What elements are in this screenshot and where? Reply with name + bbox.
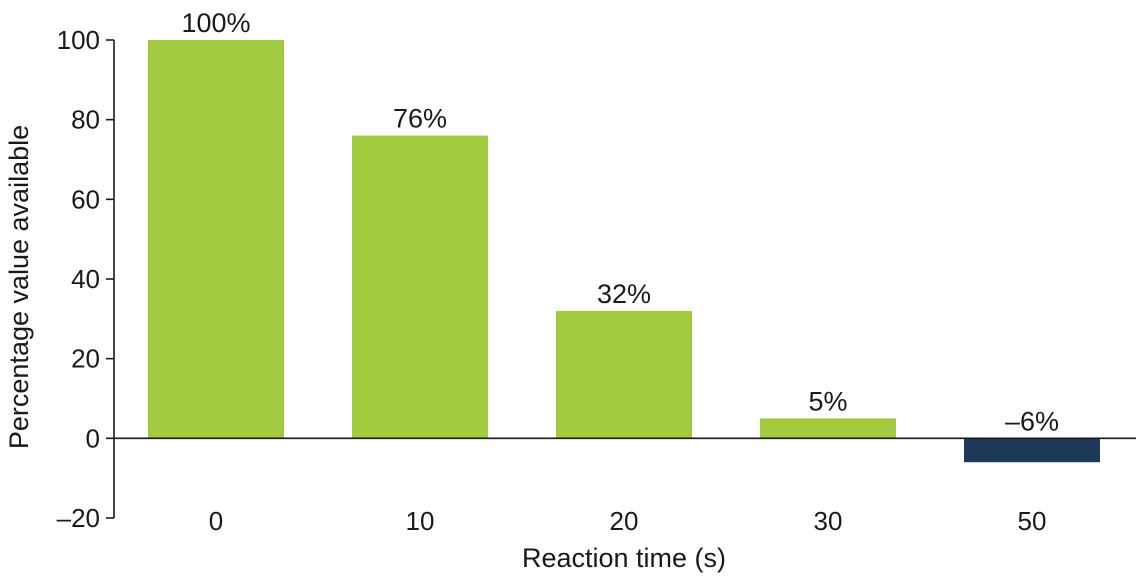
- y-tick-label: 20: [71, 344, 100, 374]
- x-tick-label: 50: [1018, 506, 1047, 536]
- bar-30: [760, 418, 896, 439]
- bar-10: [352, 135, 488, 439]
- y-axis-title: Percentage value available: [4, 125, 34, 449]
- plot-area: –20 0 20 40 60 80 100 0 10 20 30 50 100% 76% 32% 5% –6%: [57, 8, 1136, 536]
- x-tick-label: 10: [406, 506, 435, 536]
- y-tick-label: –20: [57, 503, 100, 533]
- data-label: 76%: [393, 104, 447, 134]
- x-tick-label: 30: [814, 506, 843, 536]
- data-label: 100%: [181, 8, 250, 38]
- y-tick-label: 0: [86, 423, 100, 453]
- bar-20: [556, 310, 692, 439]
- y-tick-label: 40: [71, 264, 100, 294]
- bar-50: [964, 438, 1100, 463]
- x-tick-label: 20: [610, 506, 639, 536]
- y-tick-label: 60: [71, 184, 100, 214]
- data-label: 32%: [597, 279, 651, 309]
- data-label: –6%: [1005, 406, 1059, 436]
- x-axis-title: Reaction time (s): [522, 543, 726, 573]
- bar-0: [148, 40, 284, 439]
- y-tick-label: 100: [57, 25, 100, 55]
- x-tick-label: 0: [209, 506, 223, 536]
- data-label: 5%: [808, 386, 847, 416]
- y-tick-label: 80: [71, 105, 100, 135]
